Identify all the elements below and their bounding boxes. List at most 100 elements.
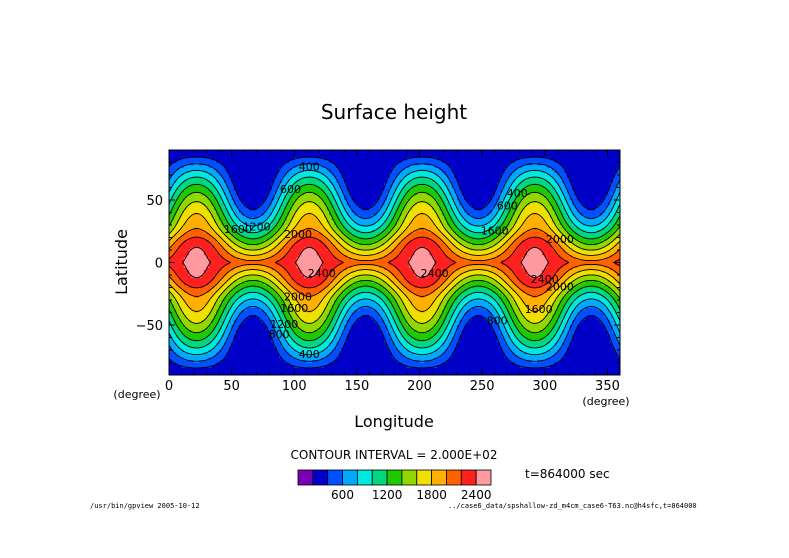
contour-fill-cell (256, 332, 260, 336)
contour-fill-cell (178, 354, 182, 358)
contour-fill-cell (284, 367, 287, 371)
contour-fill-cell (612, 342, 616, 346)
contour-fill-cell (416, 307, 420, 311)
contour-fill-cell (193, 342, 197, 346)
contour-fill-cell (188, 364, 192, 368)
contour-fill-cell (497, 334, 500, 338)
contour-fill-cell (532, 369, 536, 373)
contour-fill-cell (599, 349, 603, 353)
contour-fill-cell (356, 349, 360, 353)
contour-fill-cell (489, 334, 493, 338)
contour-fill-cell (604, 332, 608, 336)
contour-fill-cell (409, 362, 413, 366)
contour-fill-cell (492, 332, 495, 336)
contour-fill-cell (279, 324, 282, 328)
contour-fill-cell (567, 324, 571, 328)
contour-fill-cell (201, 354, 205, 358)
contour-fill-cell (446, 347, 450, 351)
contour-fill-cell (426, 367, 430, 371)
contour-fill-cell (216, 329, 220, 333)
contour-fill-cell (271, 319, 275, 323)
contour-fill-cell (594, 314, 598, 318)
contour-fill-cell (474, 332, 478, 336)
contour-fill-cell (529, 357, 533, 361)
contour-fill-cell (429, 372, 433, 375)
contour-fill-cell (449, 364, 453, 368)
contour-fill-cell (614, 314, 618, 318)
chart-title: Surface height (321, 100, 467, 124)
contour-fill-cell (381, 362, 385, 366)
contour-fill-cell (251, 317, 255, 321)
contour-fill-cell (364, 322, 368, 326)
contour-fill-cell (344, 317, 348, 321)
contour-fill-cell (221, 327, 225, 331)
contour-fill-cell (399, 359, 403, 363)
contour-fill-cell (336, 342, 340, 346)
contour-fill-cell (296, 304, 300, 308)
contour-fill-cell (349, 339, 353, 343)
contour-fill-cell (186, 332, 190, 336)
contour-fill-cell (314, 327, 318, 331)
contour-fill-cell (552, 359, 556, 363)
contour-fill-cell (604, 319, 608, 323)
contour-fill-cell (617, 342, 620, 346)
contour-fill-cell (211, 337, 215, 341)
contour-fill-cell (607, 327, 611, 331)
contour-fill-cell (376, 332, 380, 336)
contour-fill-cell (339, 354, 343, 358)
contour-fill-cell (597, 329, 601, 333)
contour-fill-cell (449, 357, 453, 361)
contour-fill-cell (183, 307, 187, 311)
contour-fill-cell (464, 324, 468, 328)
contour-fill-cell (178, 324, 182, 328)
contour-fill-cell (299, 372, 302, 375)
contour-fill-cell (356, 309, 360, 313)
contour-fill-cell (456, 319, 460, 323)
contour-fill-cell (203, 314, 207, 318)
contour-fill-cell (574, 309, 578, 313)
contour-fill-cell (607, 369, 611, 373)
contour-fill-cell (181, 369, 185, 373)
contour-fill-cell (562, 347, 566, 351)
contour-fill-cell (359, 312, 363, 316)
contour-fill-cell (441, 347, 445, 351)
contour-fill-cell (218, 307, 222, 311)
contour-fill-cell (226, 364, 230, 368)
contour-fill-cell (554, 349, 558, 353)
contour-fill-cell (396, 354, 400, 358)
contour-fill-cell (259, 364, 262, 368)
contour-fill-cell (552, 354, 556, 358)
contour-fill-cell (519, 372, 523, 375)
contour-fill-cell (223, 329, 227, 333)
contour-fill-cell (519, 314, 523, 318)
contour-fill-cell (196, 322, 200, 326)
contour-fill-cell (552, 329, 556, 333)
contour-fill-cell (419, 312, 423, 316)
contour-fill-cell (439, 312, 443, 316)
contour-fill-cell (404, 317, 408, 321)
contour-fill-cell (572, 342, 576, 346)
contour-fill-cell (599, 334, 603, 338)
contour-fill-cell (281, 312, 285, 316)
contour-fill-cell (306, 317, 310, 321)
contour-fill-cell (269, 352, 272, 356)
contour-fill-cell (607, 352, 611, 356)
contour-fill-cell (479, 369, 483, 373)
contour-fill-cell (176, 327, 180, 331)
contour-fill-cell (589, 334, 593, 338)
contour-fill-cell (421, 367, 425, 371)
contour-fill-cell (396, 344, 400, 348)
contour-fill-cell (599, 359, 603, 363)
contour-fill-cell (524, 309, 528, 313)
contour-fill-cell (574, 329, 578, 333)
contour-fill-cell (471, 342, 475, 346)
contour-fill-cell (436, 372, 440, 375)
contour-fill-cell (226, 314, 230, 318)
contour-fill-cell (233, 354, 237, 358)
contour-fill-cell (446, 339, 450, 343)
contour-fill-cell (557, 339, 561, 343)
contour-fill-cell (519, 359, 523, 363)
contour-fill-cell (394, 319, 398, 323)
contour-fill-cell (471, 362, 475, 366)
contour-fill-cell (494, 357, 498, 361)
